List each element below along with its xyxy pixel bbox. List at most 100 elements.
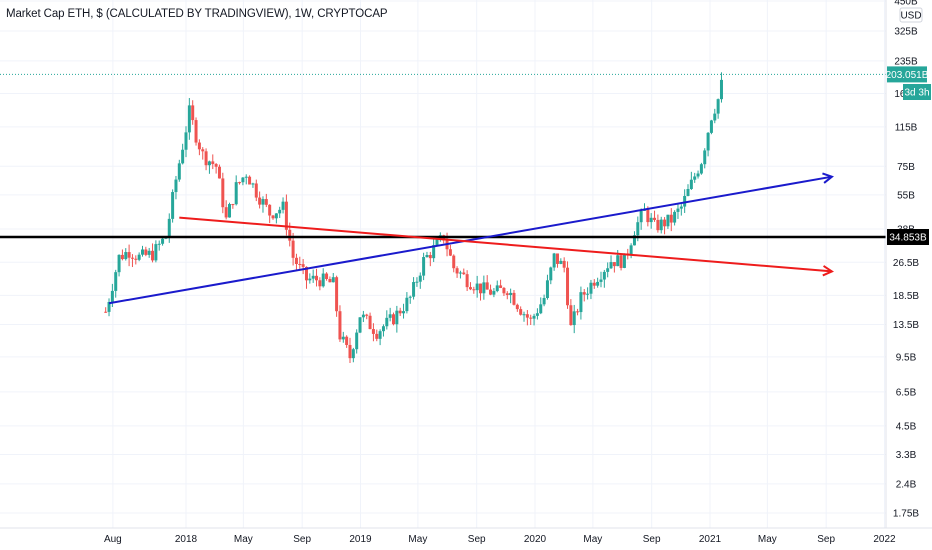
candle-body [415,281,419,283]
candle-body [325,273,329,280]
candle-body [197,142,201,150]
candle-body [221,178,225,208]
candle-body [629,245,633,255]
candle-body [375,333,379,339]
time-scale-labels: Aug 2018 May Sep 2019 May Sep 2020 May Sep 2021 May… [104,534,896,545]
candle-body [653,217,657,220]
candle-body [659,219,663,231]
candle-body [455,268,459,274]
candle-body [636,222,640,236]
candle-body [355,332,359,350]
x-tick-label: May [583,534,602,545]
candle-body [405,297,409,312]
time-scale-panel[interactable] [0,528,932,550]
candle-body [107,301,111,312]
currency-badge[interactable]: USD [899,7,923,23]
horizontal-level-tag: 34.853B [887,228,929,245]
y-tick-label: 3.3B [896,450,917,461]
y-tick-label: 235B [894,56,918,67]
candle-body [522,314,526,316]
candle-body [706,132,710,151]
candle-body [291,240,295,258]
candle-body [151,250,155,261]
candle-body [479,283,483,294]
candles [104,72,723,363]
candle-body [391,314,395,325]
candle-body [676,208,680,212]
candle-body [656,219,660,231]
candle-body [341,336,345,340]
candle-body [281,201,285,210]
candle-body [512,292,516,305]
x-tick-label: Sep [293,534,311,545]
candle-body [261,199,265,205]
candle-body [616,255,620,267]
candle-body [251,183,255,185]
candle-body [649,217,653,223]
candle-body [201,149,205,152]
candle-body [622,253,626,268]
candle-body [566,267,570,306]
candle-body [244,176,248,178]
candle-body [224,207,228,218]
candle-body [509,292,513,296]
candle-body [268,204,272,216]
candle-body [448,249,452,256]
candle-body [709,120,713,133]
candle-body [632,235,636,246]
candle-body [592,282,596,286]
candle-body [117,254,121,273]
candle-body [693,176,697,180]
x-tick-label: May [234,534,253,545]
candle-body [104,311,108,313]
candle-body [228,204,232,218]
candle-body [358,317,362,333]
candle-body [204,151,208,166]
candle-body [452,255,456,269]
candle-body [191,105,195,121]
candle-body [365,314,369,316]
candle-body [532,315,536,319]
candle-body [304,266,308,281]
currency-badge-box[interactable] [899,7,923,23]
candle-body [596,281,600,286]
current-price-tag-text: 203.051B [886,70,929,81]
candle-body [475,283,479,291]
candle-body [315,275,319,281]
x-tick-label: 2022 [873,534,896,545]
candle-body [606,268,610,272]
candle-body [368,315,372,330]
candle-body [211,161,215,165]
candle-body [398,310,402,314]
candle-body [110,290,114,302]
y-tick-label: 4.5B [896,421,917,432]
candle-body [241,177,245,183]
candle-body [321,273,325,287]
x-tick-label: Sep [468,534,486,545]
candle-body [361,314,365,318]
drawings[interactable] [0,172,886,305]
candle-body [716,99,720,114]
candle-body [646,208,650,223]
y-tick-label: 26.5B [893,258,919,269]
candle-body [435,239,439,246]
candle-body [422,257,426,276]
x-tick-label: May [408,534,427,545]
candle-body [345,336,349,345]
y-tick-label: 55B [897,190,915,201]
horizontal-level-tag-box [887,228,929,245]
candle-body [418,275,422,282]
x-tick-label: 2018 [175,534,198,545]
candle-body [351,349,355,359]
y-tick-label: 2.4B [896,479,917,490]
candle-body [140,249,144,255]
candle-body [298,264,302,266]
candle-body [428,255,432,259]
candle-body [696,173,700,177]
candle-body [147,250,151,255]
candle-body [703,150,707,165]
candle-body [555,253,559,264]
candle-body [371,329,375,334]
candle-body [468,287,472,290]
